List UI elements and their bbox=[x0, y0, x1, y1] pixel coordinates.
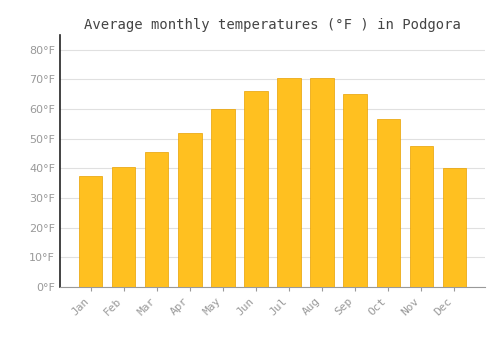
Bar bbox=[112, 167, 136, 287]
Bar bbox=[376, 119, 400, 287]
Title: Average monthly temperatures (°F ) in Podgora: Average monthly temperatures (°F ) in Po… bbox=[84, 19, 461, 33]
Bar bbox=[80, 176, 102, 287]
Bar bbox=[178, 133, 202, 287]
Bar bbox=[212, 109, 234, 287]
Bar bbox=[244, 91, 268, 287]
Bar bbox=[310, 78, 334, 287]
Bar bbox=[442, 168, 466, 287]
Bar bbox=[344, 94, 366, 287]
Bar bbox=[146, 152, 169, 287]
Bar bbox=[278, 78, 300, 287]
Bar bbox=[410, 146, 432, 287]
